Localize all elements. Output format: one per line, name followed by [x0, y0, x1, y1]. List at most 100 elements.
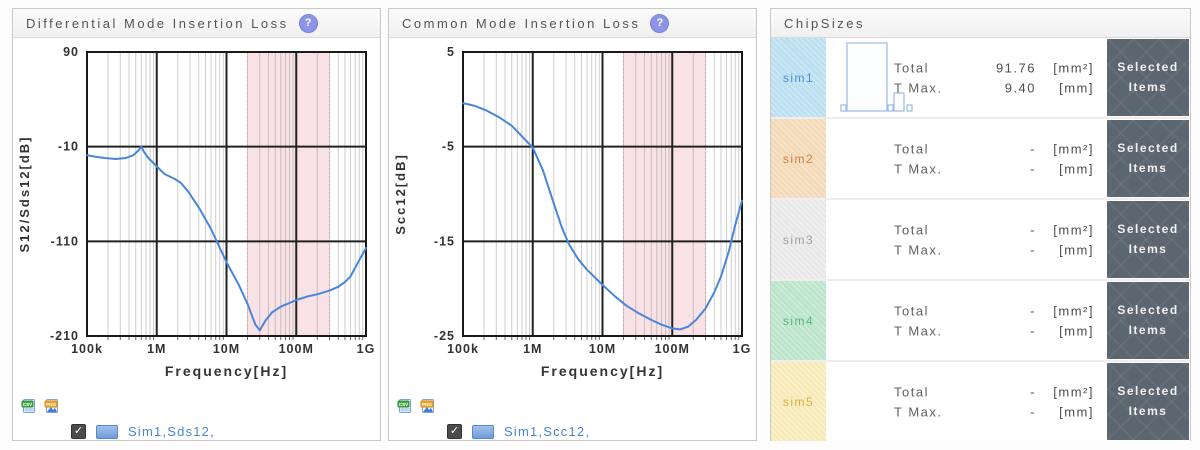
svg-text:Frequency[Hz]: Frequency[Hz]: [541, 363, 664, 379]
svg-text:Scc12[dB]: Scc12[dB]: [393, 153, 408, 235]
sim-label-cell[interactable]: sim2: [771, 119, 826, 198]
sim-label: sim3: [782, 232, 815, 247]
tmax-row: T Max. 9.40 [mm]: [894, 80, 1094, 95]
chip-values: Total - [mm²] T Max. - [mm]: [894, 303, 1094, 338]
total-label: Total: [894, 384, 929, 399]
tmax-unit: [mm]: [1059, 161, 1094, 176]
sim-label-cell[interactable]: sim3: [771, 200, 826, 279]
legend-checkbox[interactable]: ✓: [71, 424, 86, 439]
svg-text:100k: 100k: [71, 342, 103, 356]
png-export-icon[interactable]: PNG: [44, 398, 60, 414]
svg-text:S12/Sds12[dB]: S12/Sds12[dB]: [17, 135, 32, 252]
svg-text:1G: 1G: [357, 342, 376, 356]
sim-label: sim1: [782, 70, 815, 85]
svg-text:-5: -5: [442, 140, 455, 154]
panel-title: Common Mode Insertion Loss: [402, 15, 641, 31]
svg-text:-15: -15: [434, 234, 455, 248]
chip-values: Total - [mm²] T Max. - [mm]: [894, 222, 1094, 257]
csv-export-icon[interactable]: CSV: [397, 398, 413, 414]
total-unit: [mm²]: [1053, 60, 1094, 75]
tmax-value: -: [1030, 242, 1036, 257]
total-label: Total: [894, 303, 929, 318]
legend-row: ✓ Sim1,Scc12,: [389, 424, 756, 439]
sim-label-cell[interactable]: sim4: [771, 281, 826, 360]
total-value: -: [1030, 222, 1036, 237]
selected-items-button[interactable]: Selected Items: [1107, 39, 1189, 116]
tmax-label: T Max.: [894, 161, 943, 176]
tmax-label: T Max.: [894, 323, 943, 338]
svg-text:-25: -25: [434, 329, 455, 343]
csv-export-icon[interactable]: CSV: [21, 398, 37, 414]
total-value: -: [1030, 303, 1036, 318]
tmax-row: T Max. - [mm]: [894, 161, 1094, 176]
export-row: CSV PNG: [389, 390, 756, 417]
tmax-row: T Max. - [mm]: [894, 242, 1094, 257]
common-mode-chart: 5 -5 -15 -25 100k 1M 10M 100M 1G Scc12[dB] Frequen…: [389, 38, 756, 390]
panel-header: Common Mode Insertion Loss ?: [389, 9, 756, 38]
total-label: Total: [894, 222, 929, 237]
selected-items-button[interactable]: Selected Items: [1107, 201, 1189, 278]
sim-label-cell[interactable]: sim1: [771, 38, 826, 117]
tmax-unit: [mm]: [1059, 80, 1094, 95]
help-icon[interactable]: ?: [298, 13, 318, 33]
legend-label: Sim1,Sds12,: [128, 424, 215, 439]
export-row: CSV PNG: [13, 390, 380, 417]
svg-text:1M: 1M: [147, 342, 166, 356]
legend-label: Sim1,Scc12,: [504, 424, 591, 439]
help-icon[interactable]: ?: [650, 13, 670, 33]
svg-text:90: 90: [63, 45, 79, 59]
svg-text:CSV: CSV: [23, 402, 33, 407]
chip-row-sim1: sim1 Total 91.76 [mm²] T Max. 9.40 [mm]: [771, 38, 1190, 119]
tmax-label: T Max.: [894, 404, 943, 419]
chip-row-content: Total 91.76 [mm²] T Max. 9.40 [mm]: [830, 38, 1102, 117]
chip-row-sim4: sim4 Total - [mm²] T Max. - [mm]: [771, 281, 1190, 362]
differential-mode-chart: 90 -10 -110 -210 100k 1M 10M 100M 1G S12/Sds12[dB…: [13, 38, 380, 390]
legend-row: ✓ Sim1,Sds12,: [13, 424, 380, 439]
selected-items-button[interactable]: Selected Items: [1107, 363, 1189, 440]
svg-text:PNG: PNG: [422, 402, 432, 407]
total-row: Total - [mm²]: [894, 222, 1094, 237]
svg-text:100k: 100k: [447, 342, 479, 356]
chip-values: Total - [mm²] T Max. - [mm]: [894, 384, 1094, 419]
svg-text:CSV: CSV: [399, 402, 409, 407]
tmax-value: 9.40: [1004, 80, 1036, 95]
tmax-label: T Max.: [894, 242, 943, 257]
chipsizes-header: ChipSizes: [771, 9, 1190, 38]
svg-text:5: 5: [447, 45, 455, 59]
total-value: 91.76: [995, 60, 1036, 75]
panel-title: Differential Mode Insertion Loss: [26, 15, 289, 31]
tmax-row: T Max. - [mm]: [894, 404, 1094, 419]
common-mode-panel: Common Mode Insertion Loss ? 5 -5 -15 -25 10…: [388, 8, 757, 441]
total-label: Total: [894, 141, 929, 156]
total-value: -: [1030, 141, 1036, 156]
svg-text:1M: 1M: [523, 342, 542, 356]
legend-color-swatch: [472, 424, 494, 439]
chipsizes-title: ChipSizes: [784, 15, 866, 31]
selected-items-button[interactable]: Selected Items: [1107, 282, 1189, 359]
svg-text:100M: 100M: [279, 342, 314, 356]
chip-row-content: Total - [mm²] T Max. - [mm]: [830, 119, 1102, 198]
sim-label: sim5: [782, 394, 815, 409]
svg-text:-210: -210: [50, 329, 79, 343]
chip-values: Total - [mm²] T Max. - [mm]: [894, 141, 1094, 176]
chip-rows: sim1 Total 91.76 [mm²] T Max. 9.40 [mm]: [771, 38, 1190, 441]
png-export-icon[interactable]: PNG: [420, 398, 436, 414]
svg-text:-10: -10: [58, 140, 79, 154]
sim-label-cell[interactable]: sim5: [771, 362, 826, 441]
total-unit: [mm²]: [1053, 303, 1094, 318]
selected-items-button[interactable]: Selected Items: [1107, 120, 1189, 197]
tmax-label: T Max.: [894, 80, 943, 95]
chip-outline-preview: [840, 42, 913, 112]
tmax-value: -: [1030, 161, 1036, 176]
legend-checkbox[interactable]: ✓: [447, 424, 462, 439]
differential-mode-panel: Differential Mode Insertion Loss ? 90 -10…: [12, 8, 381, 441]
tmax-unit: [mm]: [1059, 242, 1094, 257]
svg-text:1G: 1G: [733, 342, 752, 356]
total-row: Total - [mm²]: [894, 384, 1094, 399]
total-label: Total: [894, 60, 929, 75]
svg-text:10M: 10M: [589, 342, 616, 356]
total-row: Total - [mm²]: [894, 141, 1094, 156]
total-row: Total - [mm²]: [894, 303, 1094, 318]
tmax-value: -: [1030, 404, 1036, 419]
